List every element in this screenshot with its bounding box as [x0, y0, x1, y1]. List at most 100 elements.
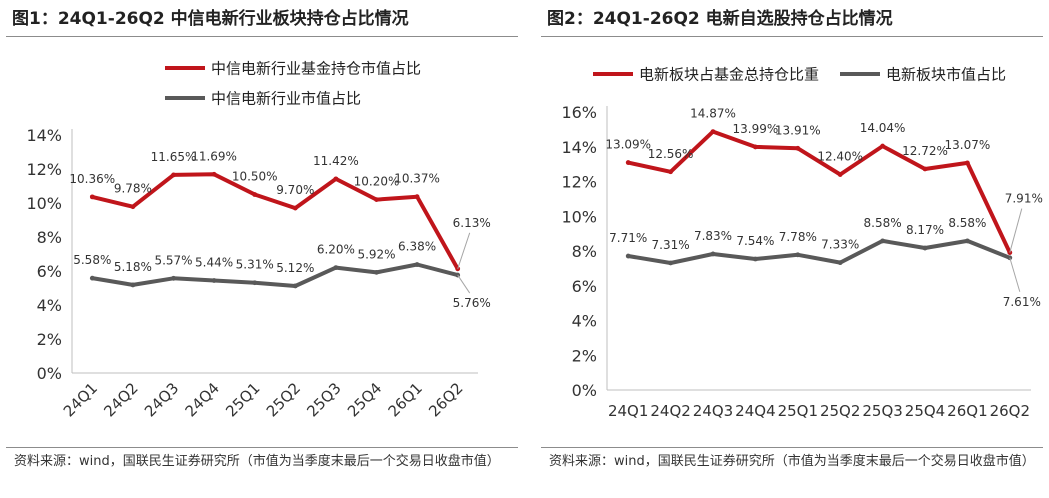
data-label: 10.20%: [354, 175, 400, 189]
chart-panel-1: 图1：24Q1-26Q2 中信电新行业板块持仓占比情况 中信电新行业基金持仓市值…: [0, 0, 524, 498]
data-label: 6.20%: [317, 243, 355, 257]
x-tick-label: 24Q3: [141, 379, 182, 420]
x-tick-label: 25Q1: [778, 402, 818, 420]
data-point: [922, 166, 928, 172]
data-point: [753, 256, 758, 262]
source-note: 资料来源：wind，国联民生证券研究所（市值为当季度末最后一个交易日收盘市值）: [549, 454, 1035, 469]
data-point: [710, 251, 716, 257]
data-point: [795, 145, 801, 151]
data-point: [89, 194, 95, 200]
data-label: 14.04%: [860, 121, 906, 135]
data-label: 11.69%: [191, 149, 237, 163]
y-tick-label: 0%: [37, 364, 62, 383]
data-point: [374, 269, 379, 275]
data-label: 10.36%: [69, 172, 115, 186]
x-tick-label: 25Q2: [820, 402, 860, 420]
data-label: 11.42%: [313, 154, 359, 168]
y-tick-label: 6%: [572, 277, 597, 296]
data-point: [333, 265, 339, 270]
x-tick-label: 26Q1: [947, 402, 987, 420]
y-tick-label: 12%: [26, 160, 62, 179]
data-label: 5.57%: [154, 253, 192, 267]
data-label: 5.76%: [453, 296, 491, 310]
data-label: 7.83%: [694, 229, 732, 243]
x-tick-label: 25Q4: [344, 379, 385, 420]
data-point: [922, 245, 928, 251]
data-point: [710, 129, 716, 135]
data-label: 12.72%: [902, 144, 948, 158]
data-label: 6.13%: [453, 216, 491, 230]
data-point: [171, 172, 176, 178]
data-label-leader: [457, 232, 471, 269]
series-line-1: [626, 129, 1012, 255]
x-tick-label: 24Q4: [182, 379, 223, 420]
x-tick-label: 25Q1: [222, 379, 263, 420]
data-point: [211, 171, 217, 177]
data-label: 10.37%: [394, 172, 440, 186]
x-tick-label: 24Q1: [60, 379, 101, 420]
source-divider: [6, 447, 518, 448]
x-tick-label: 26Q2: [425, 379, 466, 420]
title-divider: [6, 36, 518, 37]
data-point: [130, 204, 136, 210]
data-label: 7.33%: [821, 238, 859, 252]
data-point: [880, 238, 885, 244]
legend-label-1: 中信电新行业基金持仓市值占比: [211, 60, 421, 78]
data-label: 5.92%: [357, 247, 395, 261]
data-label-leader: [1009, 208, 1023, 253]
data-label: 5.31%: [236, 258, 274, 272]
chart-title: 图1：24Q1-26Q2 中信电新行业板块持仓占比情况: [12, 9, 409, 29]
data-point: [374, 197, 379, 203]
data-point: [668, 169, 673, 175]
x-tick-label: 25Q4: [905, 402, 945, 420]
data-point: [668, 260, 673, 266]
y-tick-label: 12%: [561, 173, 597, 192]
data-point: [965, 160, 970, 166]
data-point: [880, 143, 885, 149]
y-tick-label: 2%: [37, 330, 62, 349]
y-tick-label: 4%: [572, 312, 597, 331]
data-label: 5.12%: [276, 261, 314, 275]
data-label: 11.65%: [151, 150, 197, 164]
data-point: [292, 283, 298, 289]
data-point: [252, 192, 258, 197]
data-point: [837, 260, 843, 266]
data-label: 7.78%: [779, 230, 817, 244]
x-tick-label: 26Q2: [990, 402, 1030, 420]
x-tick-label: 25Q3: [303, 379, 344, 420]
legend-label-1: 电新板块占基金总持仓比重: [639, 66, 819, 84]
data-label: 7.91%: [1005, 192, 1043, 206]
y-tick-label: 16%: [561, 103, 597, 122]
line-chart-2: 电新板块占基金总持仓比重 电新板块市值占比 0% 2% 4% 6% 8% 10% 12% 14% 1…: [561, 66, 1043, 421]
series-line-2: [626, 238, 1012, 265]
data-label: 13.09%: [605, 138, 651, 152]
y-tick-label: 6%: [37, 262, 62, 281]
series-line-2: [90, 262, 460, 288]
data-point: [837, 172, 843, 177]
data-label: 12.56%: [648, 147, 694, 161]
data-label: 7.61%: [1003, 295, 1041, 309]
data-label: 8.17%: [906, 223, 944, 237]
data-point: [252, 280, 258, 286]
data-label: 7.71%: [609, 231, 647, 245]
data-label: 12.40%: [817, 150, 863, 164]
x-tick-label: 26Q1: [385, 379, 426, 420]
source-note: 资料来源：wind，国联民生证券研究所（市值为当季度末最后一个交易日收盘市值）: [14, 454, 500, 469]
y-tick-label: 10%: [26, 194, 62, 213]
y-tick-label: 10%: [561, 207, 597, 226]
chart-title: 图2：24Q1-26Q2 电新自选股持仓占比情况: [547, 9, 893, 29]
data-label-leader: [457, 274, 471, 294]
data-point: [414, 194, 420, 200]
data-label: 13.99%: [733, 122, 779, 136]
x-tick-label: 24Q2: [100, 379, 141, 420]
y-tick-label: 0%: [572, 381, 597, 400]
data-label-leader: [1009, 257, 1021, 292]
y-tick-label: 14%: [561, 138, 597, 157]
data-point: [171, 275, 176, 281]
data-label: 8.58%: [948, 216, 986, 230]
data-point: [89, 275, 95, 281]
data-point: [625, 160, 631, 165]
data-label: 9.70%: [276, 183, 314, 197]
x-tick-label: 24Q4: [735, 402, 775, 420]
